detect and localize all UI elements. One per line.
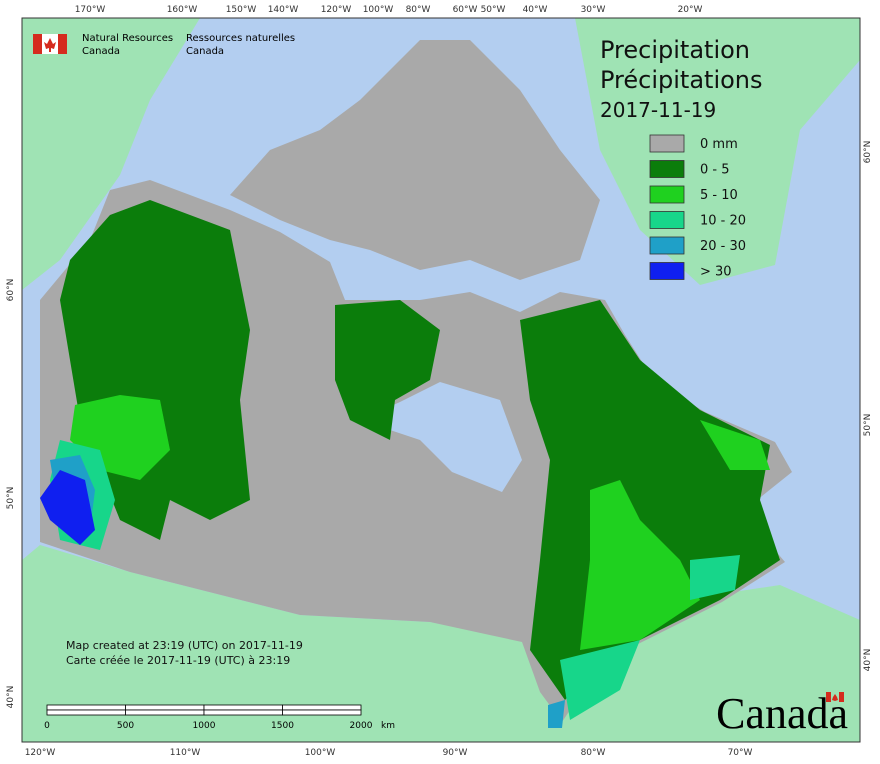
legend-swatch: [649, 185, 685, 204]
lon-label: 80°W: [406, 5, 431, 15]
frame-border: [21, 17, 861, 743]
on-10-20: [560, 640, 640, 720]
legend-label: 10 - 20: [700, 214, 746, 229]
legend-swatch: [649, 262, 685, 280]
hudson-bay: [360, 382, 522, 492]
lon-label: 120°W: [321, 5, 352, 15]
lon-label: 140°W: [268, 5, 299, 15]
legend-label: 0 mm: [700, 137, 738, 152]
lat-label: 40°N: [6, 686, 16, 709]
lon-label: 160°W: [167, 5, 198, 15]
graticule: 170°W 160°W 150°W 140°W 120°W 100°W 80°W 60°W 50…: [6, 5, 873, 758]
maple-leaf: [44, 38, 56, 52]
lat-label: 40°N: [863, 649, 873, 672]
lon-label: 20°W: [678, 5, 703, 15]
scale-label: 500: [117, 721, 134, 731]
ns-10-20: [690, 555, 740, 600]
date: 2017-11-19: [600, 98, 716, 122]
east-precip: [520, 300, 780, 700]
scale-segment: [46, 704, 126, 711]
title: Precipitation: [600, 36, 750, 64]
lat-label: 50°N: [863, 414, 873, 437]
scale-label: 0: [44, 721, 50, 731]
lon-label: 150°W: [226, 5, 257, 15]
flag-bar: [826, 692, 831, 702]
legend-swatch: [649, 134, 685, 153]
lon-label: 120°W: [25, 748, 56, 758]
credit: Carte créée le 2017-11-19 (UTC) à 23:19: [66, 654, 290, 667]
alaska: [22, 18, 200, 290]
usa: [22, 545, 860, 742]
scale-segment: [125, 709, 205, 716]
lat-label: 50°N: [6, 487, 16, 510]
legend: 0 mm 0 - 5 5 - 10 10 - 20 20 - 30 > 30: [649, 134, 746, 280]
bc-over-30: [40, 470, 95, 545]
scale-label: 2000: [350, 721, 373, 731]
scale-label: 1500: [271, 721, 294, 731]
lab-5-10: [700, 420, 770, 470]
lat-label: 60°N: [6, 279, 16, 302]
qc-5-10: [580, 480, 700, 650]
lat-label: 60°N: [863, 141, 873, 164]
legend-swatch: [649, 160, 685, 178]
scale-label: 1000: [193, 721, 216, 731]
org-name: Natural Resources: [82, 33, 173, 44]
flag-bar: [33, 34, 42, 54]
lon-label: 90°W: [443, 748, 468, 758]
scale-segment: [282, 704, 362, 711]
lon-label: 170°W: [75, 5, 106, 15]
scale-segment: [46, 709, 126, 716]
lon-label: 70°W: [728, 748, 753, 758]
lon-label: 40°W: [523, 5, 548, 15]
greenland: [575, 18, 860, 285]
scale-segment: [282, 709, 362, 716]
logo: Natural Resources Canada Ressources natu…: [33, 33, 295, 57]
wordmark-flag: [826, 692, 844, 702]
lon-label: 80°W: [581, 748, 606, 758]
central-precip: [335, 300, 440, 440]
scale-segment: [203, 704, 283, 711]
org-name: Ressources naturelles: [186, 33, 295, 44]
scale-segment: [125, 704, 205, 711]
scale-bar: 0 500 1000 1500 2000 km: [44, 704, 395, 731]
legend-label: 5 - 10: [700, 188, 738, 203]
lon-label: 100°W: [363, 5, 394, 15]
flag-bar: [58, 34, 67, 54]
lon-label: 60°W: [453, 5, 478, 15]
legend-label: 0 - 5: [700, 163, 730, 178]
maple-leaf: [832, 694, 838, 701]
legend-swatch: [649, 236, 685, 255]
flag-bar: [839, 692, 844, 702]
scale-unit: km: [381, 721, 395, 731]
legend-swatch: [649, 211, 685, 229]
on-20-30: [548, 700, 565, 728]
arctic-islands: [230, 40, 600, 280]
title: Précipitations: [600, 66, 763, 94]
legend-label: 20 - 30: [700, 239, 746, 254]
lon-label: 50°W: [481, 5, 506, 15]
org-name: Canada: [186, 46, 224, 57]
scale-segment: [203, 709, 283, 716]
lon-label: 110°W: [170, 748, 201, 758]
land: [22, 18, 860, 742]
legend-label: > 30: [700, 265, 732, 280]
map-frame: [21, 17, 861, 743]
org-name: Canada: [82, 46, 120, 57]
credit: Map created at 23:19 (UTC) on 2017-11-19: [66, 639, 303, 652]
lon-label: 100°W: [305, 748, 336, 758]
lon-label: 30°W: [581, 5, 606, 15]
